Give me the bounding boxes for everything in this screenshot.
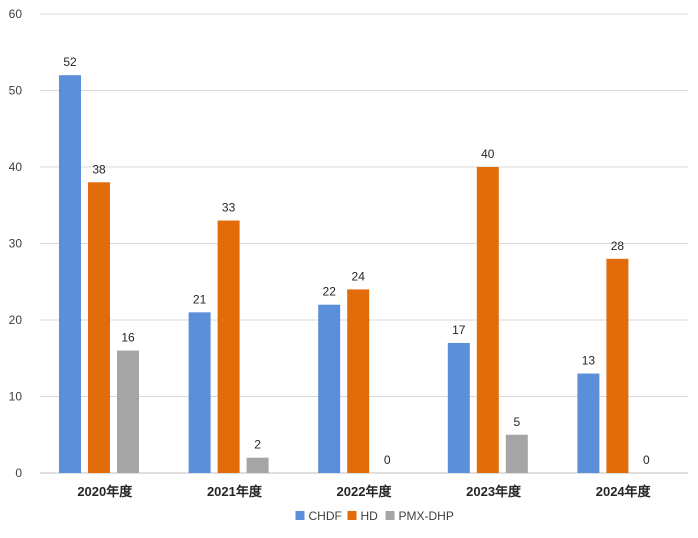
x-axis-categories: 2020年度 2021年度 2022年度 2023年度 2024年度 <box>77 484 651 499</box>
y-tick-label: 20 <box>9 313 23 327</box>
y-axis-ticks: 0 10 20 30 40 50 60 <box>9 7 23 480</box>
data-label: 5 <box>513 415 520 429</box>
bar-hd-2 <box>217 220 240 473</box>
bar-pmx-dhp-2 <box>246 457 269 473</box>
bar-chdf-1 <box>59 75 81 473</box>
legend-swatch <box>295 511 305 520</box>
bar-hd-3 <box>347 289 370 473</box>
data-label: 17 <box>452 323 466 337</box>
data-label: 0 <box>384 453 391 467</box>
data-label: 33 <box>222 201 236 215</box>
data-label: 52 <box>63 55 77 69</box>
x-tick-label: 2022年度 <box>337 484 393 499</box>
y-tick-label: 10 <box>9 390 23 404</box>
data-label: 40 <box>481 147 495 161</box>
data-label: 24 <box>352 269 366 283</box>
bar-chdf-3 <box>318 304 341 473</box>
legend-swatch <box>385 511 395 520</box>
x-tick-label: 2023年度 <box>466 484 522 499</box>
data-label: 28 <box>611 239 625 253</box>
bar-hd-4 <box>476 167 499 473</box>
data-label: 22 <box>323 285 337 299</box>
data-label: 21 <box>193 292 207 306</box>
y-tick-label: 30 <box>9 237 23 251</box>
data-label: 13 <box>582 354 596 368</box>
legend-label: HD <box>361 509 379 523</box>
x-tick-label: 2020年度 <box>77 484 133 499</box>
x-tick-label: 2024年度 <box>596 484 652 499</box>
legend-swatch <box>347 511 357 520</box>
bar-chdf-4 <box>447 342 470 473</box>
data-label: 2 <box>254 438 261 452</box>
legend-label: PMX-DHP <box>399 509 454 523</box>
data-label: 0 <box>643 453 650 467</box>
y-tick-label: 0 <box>15 466 22 480</box>
y-tick-label: 50 <box>9 84 23 98</box>
bar-pmx-dhp-1 <box>117 350 139 473</box>
bar-pmx-dhp-4 <box>505 434 528 473</box>
bar-hd-1 <box>88 182 110 474</box>
x-tick-label: 2021年度 <box>207 484 263 499</box>
bars <box>59 75 629 474</box>
bar-chdf-5 <box>577 373 600 473</box>
y-tick-label: 40 <box>9 160 23 174</box>
bar-chdf-2 <box>188 312 211 473</box>
legend-label: CHDF <box>309 509 342 523</box>
data-label: 16 <box>121 331 135 345</box>
bar-hd-5 <box>606 258 629 473</box>
legend: CHDF HD PMX-DHP <box>295 509 454 523</box>
y-tick-label: 60 <box>9 7 23 21</box>
data-label: 38 <box>92 162 106 176</box>
